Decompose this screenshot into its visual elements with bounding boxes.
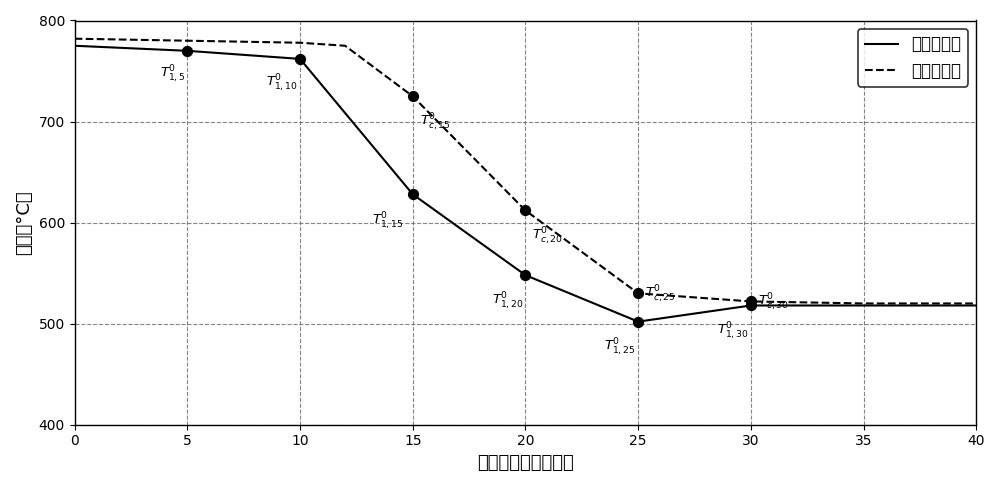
Line: 表面层温度: 表面层温度 [75, 46, 976, 321]
Point [517, 271, 533, 279]
Text: $T_{1,30}^{0}$: $T_{1,30}^{0}$ [717, 320, 749, 342]
Y-axis label: 温度（°C）: 温度（°C） [15, 190, 33, 255]
Point [630, 318, 646, 325]
中心层温度 [339, 43, 351, 49]
X-axis label: 冷却区任意一点位置: 冷却区任意一点位置 [477, 454, 574, 472]
Point [630, 289, 646, 297]
Text: $T_{c,15}^{0}$: $T_{c,15}^{0}$ [420, 112, 450, 133]
中心层温度 [519, 207, 531, 213]
表面层温度 [745, 302, 757, 308]
Text: $T_{c,25}^{0}$: $T_{c,25}^{0}$ [645, 283, 676, 305]
Text: $T_{1,20}^{0}$: $T_{1,20}^{0}$ [492, 290, 524, 312]
Text: $T_{1,25}^{0}$: $T_{1,25}^{0}$ [604, 337, 636, 358]
Point [292, 55, 308, 63]
Point [743, 298, 759, 305]
表面层温度 [970, 302, 982, 308]
中心层温度 [181, 38, 193, 44]
Line: 中心层温度: 中心层温度 [75, 38, 976, 303]
中心层温度 [69, 36, 81, 41]
表面层温度 [407, 191, 419, 197]
中心层温度 [632, 290, 644, 296]
Text: $T_{1,5}^{0}$: $T_{1,5}^{0}$ [160, 64, 186, 85]
中心层温度 [407, 94, 419, 99]
中心层温度 [970, 300, 982, 306]
中心层温度 [858, 300, 870, 306]
Point [179, 47, 195, 55]
中心层温度 [294, 40, 306, 46]
Legend: 表面层温度, 中心层温度: 表面层温度, 中心层温度 [858, 29, 968, 87]
表面层温度 [632, 318, 644, 324]
Point [743, 301, 759, 309]
表面层温度 [294, 56, 306, 62]
中心层温度 [745, 299, 757, 304]
表面层温度 [519, 272, 531, 278]
Point [405, 93, 421, 100]
Point [405, 190, 421, 198]
Text: $T_{1,10}^{0}$: $T_{1,10}^{0}$ [266, 73, 298, 94]
表面层温度 [69, 43, 81, 49]
表面层温度 [858, 302, 870, 308]
Text: $T_{1,15}^{0}$: $T_{1,15}^{0}$ [372, 210, 404, 232]
Text: $T_{c,20}^{0}$: $T_{c,20}^{0}$ [532, 225, 563, 247]
表面层温度 [181, 48, 193, 54]
Text: $T_{c,30}^{0}$: $T_{c,30}^{0}$ [758, 291, 789, 313]
Point [517, 206, 533, 214]
